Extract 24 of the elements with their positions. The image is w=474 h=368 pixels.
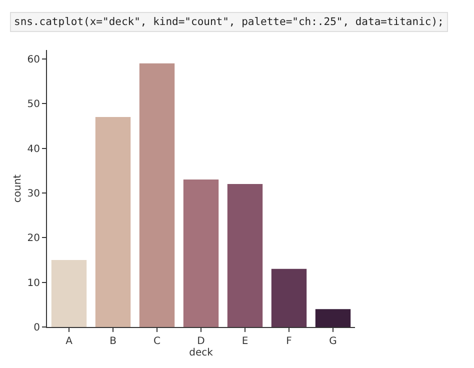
y-tick-label: 20 <box>27 233 40 244</box>
bar <box>271 268 307 327</box>
text: sns.catplot(x="deck", kind="count", palette="ch:.25", data=titanic); <box>14 16 444 28</box>
bar <box>227 184 263 327</box>
x-tick-label: C <box>154 336 161 347</box>
x-tick-label: E <box>242 336 248 347</box>
bar <box>315 309 351 327</box>
x-tick-label: D <box>197 336 206 347</box>
y-axis-title: count <box>12 174 24 203</box>
y-tick-label: 30 <box>27 188 40 200</box>
x-tick-label: A <box>66 336 73 347</box>
y-tick-label: 10 <box>27 278 40 289</box>
bar <box>183 180 219 327</box>
y-tick-label: 50 <box>27 99 40 110</box>
x-axis-title: deck <box>189 348 214 358</box>
x-tick-label: F <box>286 336 292 347</box>
x-tick-label: B <box>110 336 117 347</box>
y-tick-label: 60 <box>27 54 40 66</box>
x-tick-label: G <box>329 336 337 347</box>
y-tick-label: 0 <box>34 322 40 334</box>
bar <box>51 260 87 327</box>
bar <box>139 63 175 327</box>
bar <box>95 117 131 327</box>
y-tick-label: 40 <box>27 144 40 155</box>
